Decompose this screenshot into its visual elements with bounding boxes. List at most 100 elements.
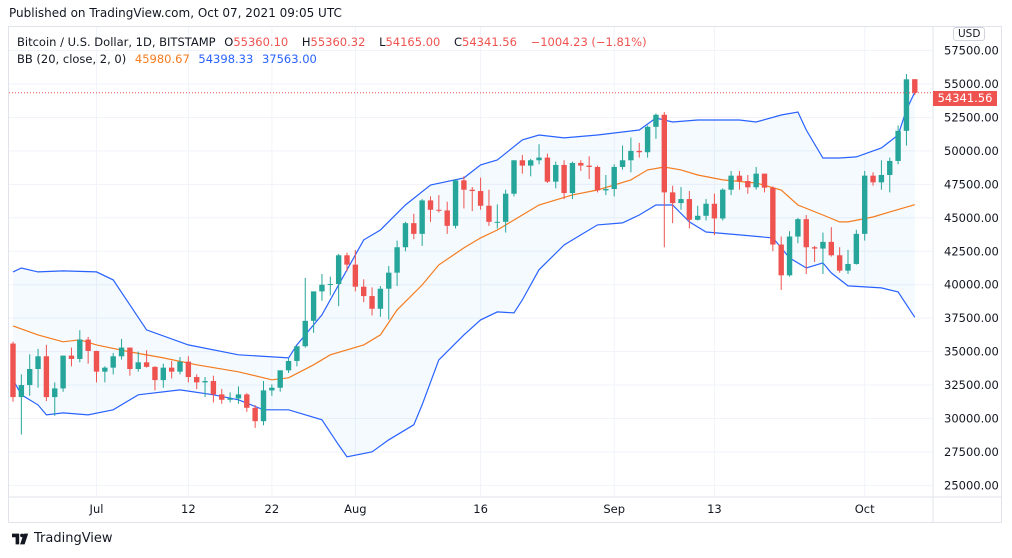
candle — [327, 276, 333, 296]
change-value: −1004.23 (−1.81%) — [530, 35, 647, 49]
candle-body — [60, 355, 66, 389]
low-label: L — [379, 35, 386, 49]
candle — [678, 187, 684, 210]
bollinger-upper-line — [12, 91, 916, 359]
candle-body — [895, 130, 901, 161]
candle — [43, 344, 50, 402]
candle — [444, 201, 450, 234]
candle-body — [720, 189, 726, 219]
symbol-legend: Bitcoin / U.S. Dollar, 1D, BITSTAMP O553… — [17, 35, 652, 49]
candle-body — [820, 241, 826, 249]
candle-body — [102, 367, 108, 372]
candle-body — [695, 215, 701, 220]
candle-body — [244, 394, 250, 408]
candle-body — [903, 79, 910, 131]
candle-body — [586, 165, 592, 167]
candle — [528, 158, 534, 177]
candle-body — [18, 385, 25, 398]
candle-body — [85, 339, 91, 351]
candle — [411, 213, 417, 240]
candle-body — [678, 199, 684, 204]
candle — [452, 178, 459, 229]
candle — [177, 356, 183, 375]
published-caption: Published on TradingView.com, Oct 07, 20… — [9, 6, 342, 20]
candle-body — [461, 180, 467, 190]
candle — [803, 215, 809, 274]
x-tick-label: 22 — [265, 502, 280, 516]
candle — [761, 173, 768, 193]
candle-body — [202, 381, 208, 383]
candle — [93, 350, 100, 383]
candle-body — [553, 164, 559, 182]
candle — [611, 164, 617, 197]
candle-body — [703, 203, 709, 216]
candle-body — [227, 398, 233, 400]
candle — [419, 199, 425, 246]
symbol-name[interactable]: Bitcoin / U.S. Dollar, 1D, BITSTAMP — [17, 35, 216, 49]
x-tick-label: Sep — [603, 502, 625, 516]
candle-body — [795, 219, 801, 237]
bb-label[interactable]: BB (20, close, 2, 0) — [17, 52, 127, 66]
candle — [35, 348, 41, 388]
candle — [753, 166, 759, 190]
candle — [811, 245, 818, 262]
candle-body — [619, 160, 626, 167]
candle — [820, 232, 826, 274]
candle — [135, 351, 141, 372]
candle-body — [118, 347, 125, 357]
candle — [335, 253, 342, 307]
candle-body — [269, 387, 275, 391]
candle-body — [294, 346, 300, 361]
currency-badge[interactable]: USD — [953, 27, 986, 41]
candle-body — [185, 361, 192, 378]
candle-body — [753, 173, 759, 188]
candle — [853, 229, 860, 265]
candle — [795, 217, 801, 244]
candle — [728, 170, 734, 196]
candle — [436, 195, 442, 213]
bb-upper-value: 54398.33 — [198, 52, 254, 66]
candle-body — [277, 370, 283, 388]
candle — [711, 193, 718, 236]
candle-body — [168, 367, 175, 372]
bb-basis-value: 45980.67 — [134, 52, 190, 66]
candle — [427, 196, 434, 222]
candle — [461, 176, 467, 209]
candle-body — [135, 362, 141, 369]
candle — [185, 356, 192, 383]
candle-body — [160, 367, 166, 381]
candle — [644, 125, 651, 158]
open-value: 55360.10 — [233, 35, 289, 49]
candle-body — [887, 160, 893, 175]
candle-body — [786, 236, 793, 276]
candle — [402, 221, 409, 252]
y-tick-label: 55000.00 — [944, 77, 999, 91]
candle-body — [452, 180, 459, 226]
candle-body — [511, 160, 517, 194]
candle-body — [110, 356, 116, 368]
candle — [536, 144, 542, 165]
candle-body — [386, 272, 392, 289]
candle-body — [177, 361, 183, 372]
candle-body — [235, 394, 242, 399]
candle — [110, 352, 116, 375]
candle-body — [477, 191, 484, 206]
candle-body — [745, 181, 751, 188]
candle — [628, 137, 634, 173]
candle — [778, 236, 784, 291]
footer-brand[interactable]: TradingView — [12, 531, 113, 546]
candle — [569, 161, 576, 200]
open-label: O — [224, 35, 234, 49]
candle — [895, 125, 901, 165]
candle-body — [912, 79, 918, 93]
candle-body — [519, 160, 526, 166]
candle — [377, 286, 384, 317]
candle — [235, 386, 242, 404]
candle-body — [862, 175, 868, 234]
candle — [319, 273, 325, 301]
candle — [845, 249, 851, 274]
candle-body — [327, 284, 333, 286]
candle — [477, 177, 484, 210]
candle — [294, 346, 300, 367]
